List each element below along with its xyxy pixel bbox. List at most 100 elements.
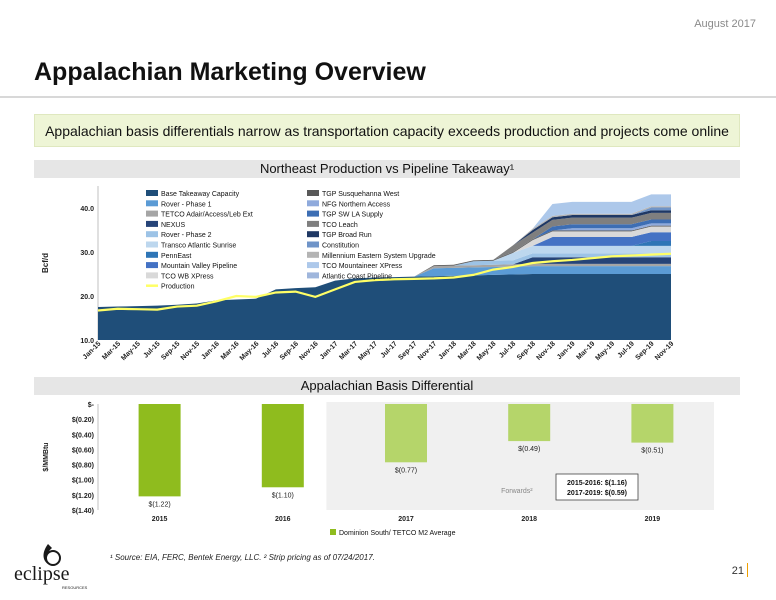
chart1-area-tgp-sw-la-supply (98, 219, 671, 307)
chart1-x-tick-label: Jul-17 (380, 340, 399, 359)
chart1-legend-swatch (307, 272, 319, 279)
chart1-legend-swatch (146, 200, 158, 207)
chart2-summary-box (555, 473, 639, 501)
chart1-legend-swatch (146, 231, 158, 238)
chart1-legend-label: Base Takeaway Capacity (161, 191, 240, 198)
chart2-summary-line-1: 2015-2016: $(1.16) (567, 480, 627, 487)
chart1-legend-label: PennEast (161, 253, 191, 260)
chart2-data-label: $(0.49) (518, 446, 540, 453)
chart1-x-tick-label: Mar-19 (575, 340, 596, 361)
chart1-y-tick-label: 10.0 (80, 338, 94, 345)
chart1-x-tick-label: Jul-19 (617, 340, 636, 359)
chart1-legend-label: TGP Susquehanna West (322, 191, 399, 198)
chart1-legend-label: Production (161, 284, 195, 291)
chart1-x-tick-label: Sep-18 (516, 340, 537, 361)
chart1-x-tick-label: Jul-15 (142, 340, 161, 359)
chart1-legend-swatch (146, 241, 158, 248)
chart1-x-tick-label: Jan-19 (556, 340, 577, 361)
chart2-bar-2015 (138, 404, 181, 497)
logo-subtext: RESOURCES (62, 585, 88, 590)
chart1-area-tco-mountaineer-xpress (98, 194, 671, 307)
chart1-x-tick-label: Jan-17 (319, 340, 340, 361)
chart2-y-tick-label: $(0.80) (72, 463, 94, 470)
chart2-header: Appalachian Basis Differential (34, 377, 740, 395)
chart1-legend-label: Atlantic Coast Pipeline (322, 273, 392, 280)
chart1-legend-label: NEXUS (161, 222, 185, 229)
chart1-legend-swatch (146, 262, 158, 269)
chart1-legend-label: TCO Mountaineer XPress (322, 263, 403, 270)
chart2-y-tick-label: $(0.60) (72, 447, 94, 454)
basis-differential-chart: $- $(0.20) $(0.40) $(0.60) $(0.80) $(1.00) $(1… (43, 402, 714, 537)
chart1-header: Northeast Production vs Pipeline Takeawa… (34, 160, 740, 178)
chart2-x-tick-label: 2019 (645, 516, 661, 523)
footnote: ¹ Source: EIA, FERC, Bentek Energy, LLC.… (110, 553, 375, 562)
chart1-legend-swatch (307, 200, 319, 207)
chart2-data-label: $(0.51) (641, 448, 663, 455)
chart1-x-tick-label: Nov-17 (417, 340, 439, 362)
chart1-x-tick-label: Jul-16 (261, 340, 280, 359)
chart2-y-axis-label: $/MMBtu (43, 442, 50, 471)
chart2-x-tick-label: 2015 (152, 516, 168, 523)
chart1-y-tick-label: 40.0 (80, 206, 94, 213)
chart1-legend-swatch (307, 251, 319, 258)
chart1-legend-label: Millennium Eastern System Upgrade (322, 253, 436, 260)
chart1-legend-label: Transco Atlantic Sunrise (161, 243, 236, 250)
page-title: Appalachian Marketing Overview (34, 58, 426, 86)
chart1-legend-swatch (307, 241, 319, 248)
chart1-legend-swatch (146, 220, 158, 227)
chart1-legend-swatch (146, 190, 158, 196)
chart1-legend-label: Rover - Phase 1 (161, 201, 212, 208)
chart1-x-tick-label: Nov-19 (654, 340, 676, 362)
chart1-y-tick-label: 20.0 (80, 294, 94, 301)
chart1-x-tick-label: Mar-15 (101, 340, 122, 361)
chart2-data-label: $(1.22) (149, 501, 171, 508)
chart2-y-tick-label: $(0.20) (72, 417, 94, 424)
chart2-legend-label: Dominion South/ TETCO M2 Average (339, 530, 456, 537)
chart1-area-nexus (98, 257, 671, 307)
chart1-legend-swatch (307, 231, 319, 238)
chart1-legend-swatch (307, 190, 319, 196)
chart1-area-mountain-valley-pipeline (98, 232, 671, 307)
chart1-area-base-takeaway-capacity (98, 274, 671, 340)
chart1-legend-swatch (146, 251, 158, 258)
chart1-x-tick-label: May-16 (239, 340, 261, 362)
chart1-x-tick-label: Jan-18 (437, 340, 458, 361)
chart1-legend-label: TETCO Adair/Access/Leb Ext (161, 212, 253, 219)
chart1-legend-label: TCO Leach (322, 222, 358, 229)
chart1-x-tick-label: May-19 (594, 340, 616, 362)
chart1-legend-swatch (146, 272, 158, 279)
page-number: 21 (731, 565, 744, 577)
chart1-production-line (97, 252, 672, 312)
chart1-x-tick-label: Sep-15 (160, 340, 181, 361)
chart2-data-label: $(0.77) (395, 467, 417, 474)
chart2-x-tick-label: 2017 (398, 516, 414, 523)
chart2-y-tick-label: $(0.40) (72, 432, 94, 439)
chart1-legend-swatch (307, 210, 319, 217)
chart2-y-tick-label: $(1.00) (72, 478, 94, 485)
chart1-area-rover-phase-1 (98, 266, 671, 307)
chart2-y-tick-label: $(1.20) (72, 493, 94, 500)
chart2-bar-2018 (508, 404, 551, 442)
chart1-legend-swatch (307, 220, 319, 227)
report-date: August 2017 (694, 18, 756, 30)
chart1-legend-label: Mountain Valley Pipeline (161, 263, 237, 270)
chart2-bar-2019 (631, 404, 674, 443)
chart1-x-tick-label: Jan-16 (200, 340, 221, 361)
chart1-x-tick-label: Nov-16 (298, 340, 320, 362)
chart1-y-tick-label: 30.0 (80, 250, 94, 257)
chart2-bar-2017 (385, 404, 427, 463)
chart1-x-tick-label: Sep-16 (279, 340, 300, 361)
chart1-x-tick-label: Mar-18 (457, 340, 478, 361)
chart1-x-tick-label: May-15 (120, 340, 142, 362)
chart1-x-tick-label: Nov-18 (535, 340, 557, 362)
chart1-x-tick-label: Sep-19 (634, 340, 655, 361)
chart1-legend-swatch (307, 262, 319, 269)
chart2-y-tick-label: $- (88, 402, 95, 409)
chart1-legend-label: TGP Broad Run (322, 232, 372, 239)
chart1-x-tick-label: Mar-16 (220, 340, 241, 361)
chart1-legend-label: NFG Northern Access (322, 201, 391, 208)
chart1-x-tick-label: Nov-15 (180, 340, 202, 362)
chart1-x-tick-label: Jul-18 (498, 340, 517, 359)
chart1-area-tgp-broad-run (98, 210, 671, 307)
